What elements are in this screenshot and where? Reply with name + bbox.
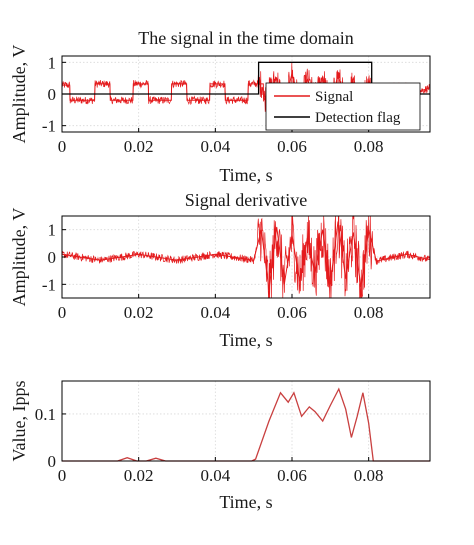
panel-3-y-axis-label: Value, Ipps [9, 381, 29, 462]
panel-3-x-tick-label: 0.04 [200, 466, 230, 485]
legend: Signal Detection flag [265, 82, 421, 131]
panel-2-x-tick-label: 0.06 [277, 303, 307, 322]
panel-3-x-tick-label: 0.06 [277, 466, 307, 485]
panel-3-y-tick-label: 0 [48, 452, 57, 471]
panel-3-plot-area [61, 380, 431, 462]
panel-1-y-tick-label: 1 [48, 53, 57, 72]
panel-3-x-axis-label: Time, s [219, 492, 272, 512]
panel-2-series-derivative-noise [61, 215, 431, 299]
panel-2-x-tick-label: 0 [58, 303, 67, 322]
panel-2-x-tick-label: 0.02 [124, 303, 154, 322]
panel-1-x-tick-label: 0.02 [124, 137, 154, 156]
panel-2-x-tick-label: 0.04 [200, 303, 230, 322]
panel-3-series-value-line [62, 387, 430, 462]
panel-1-x-ticks: 0 0.02 0.04 0.06 0.08 [58, 128, 384, 156]
panel-1-x-axis-label: Time, s [219, 165, 272, 185]
panel-3-x-tick-label: 0 [58, 466, 67, 485]
panel-1-y-ticks: -1 0 1 [42, 53, 66, 136]
panel-3-series-value [62, 387, 430, 462]
panel-1-y-tick-label: 0 [48, 85, 57, 104]
legend-box [265, 82, 421, 131]
panel-1-series-signal-noise [61, 62, 431, 117]
legend-label-signal: Signal [315, 89, 353, 105]
panel-2-y-ticks: -1 0 1 [42, 221, 66, 294]
panel-1-y-tick-label: -1 [42, 117, 56, 136]
panel-3-x-ticks: 0 0.02 0.04 0.06 0.08 [58, 457, 384, 485]
panel-3-x-tick-label: 0.08 [354, 466, 384, 485]
panel-1-x-tick-label: 0.08 [354, 137, 384, 156]
panel-3-y-ticks: 00.1 [35, 405, 66, 471]
panel-3-y-tick-label: 0.1 [35, 405, 56, 424]
panel-2-x-axis-label: Time, s [219, 330, 272, 350]
panel-2-x-tick-label: 0.08 [354, 303, 384, 322]
panel-3-grid [61, 381, 430, 462]
legend-label-detection-flag: Detection flag [315, 110, 401, 126]
panel-2-y-tick-label: 0 [48, 248, 57, 267]
panel-1-x-tick-label: 0.04 [200, 137, 230, 156]
panel-1-y-axis-label: Amplitude, V [9, 45, 29, 144]
panel-1-title: The signal in the time domain [138, 28, 353, 48]
panel-2-title: Signal derivative [185, 190, 307, 210]
panel-2-y-tick-label: 1 [48, 221, 57, 240]
panel-1-x-tick-label: 0.06 [277, 137, 307, 156]
panel-2-series-derivative [61, 215, 431, 299]
panel-2-x-ticks: 0 0.02 0.04 0.06 0.08 [58, 294, 384, 322]
panel-2-y-axis-label: Amplitude, V [9, 208, 29, 307]
panel-3-x-tick-label: 0.02 [124, 466, 154, 485]
panel-1-x-tick-label: 0 [58, 137, 67, 156]
panel-2-y-tick-label: -1 [42, 275, 56, 294]
